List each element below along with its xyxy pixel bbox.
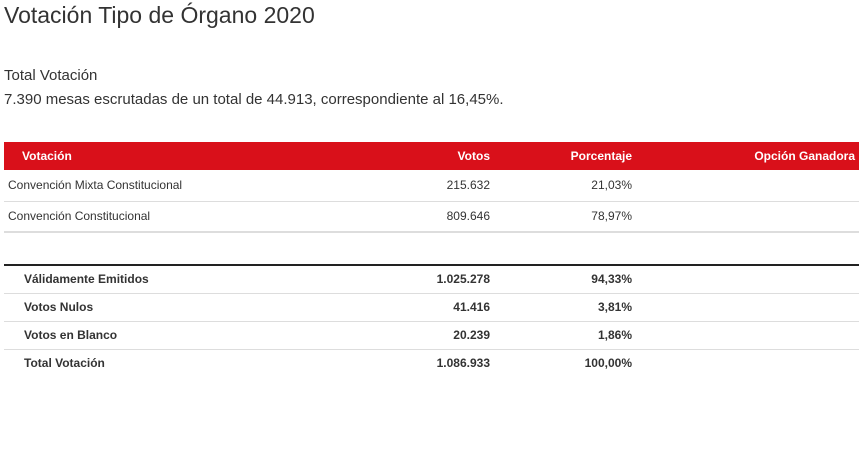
totals-row: Total Votación 1.086.933 100,00% (4, 349, 859, 377)
table-row: Convención Constitucional 809.646 78,97% (4, 201, 859, 232)
option-winner (636, 170, 859, 201)
scrutiny-summary: 7.390 mesas escrutadas de un total de 44… (4, 91, 504, 108)
table-row: Convención Mixta Constitucional 215.632 … (4, 170, 859, 201)
totals-votes: 1.086.933 (436, 356, 490, 371)
totals-empty-cell (636, 293, 859, 321)
option-percent: 78,97% (591, 209, 632, 224)
option-votes: 215.632 (446, 178, 490, 193)
option-label: Convención Constitucional (8, 209, 151, 224)
totals-percent: 1,86% (597, 328, 632, 342)
totals-label: Válidamente Emitidos (24, 272, 149, 287)
section-subtitle: Total Votación (4, 67, 98, 84)
results-table: Votación Votos Porcentaje Opción Ganador… (4, 142, 859, 233)
column-header-opcion-ganadora[interactable]: Opción Ganadora (754, 149, 855, 163)
totals-percent: 94,33% (591, 272, 632, 287)
totals-row: Válidamente Emitidos 1.025.278 94,33% (4, 265, 859, 293)
totals-table: Válidamente Emitidos 1.025.278 94,33% Vo… (4, 264, 859, 377)
totals-row: Votos en Blanco 20.239 1,86% (4, 321, 859, 349)
totals-row: Votos Nulos 41.416 3,81% (4, 293, 859, 321)
totals-label: Votos Nulos (24, 300, 94, 314)
totals-votes: 41.416 (453, 300, 490, 314)
option-winner (636, 201, 859, 232)
totals-empty-cell (636, 265, 859, 293)
totals-votes: 1.025.278 (436, 272, 490, 287)
option-votes: 809.646 (446, 209, 490, 224)
totals-empty-cell (636, 321, 859, 349)
totals-percent: 100,00% (584, 356, 632, 371)
option-label: Convención Mixta Constitucional (8, 178, 183, 193)
column-header-votos[interactable]: Votos (457, 149, 490, 163)
totals-percent: 3,81% (597, 300, 632, 314)
totals-label: Votos en Blanco (24, 328, 118, 342)
totals-votes: 20.239 (453, 328, 490, 342)
column-header-votacion[interactable]: Votación (22, 149, 72, 163)
totals-label: Total Votación (24, 356, 105, 371)
results-header-row: Votación Votos Porcentaje Opción Ganador… (4, 142, 859, 170)
option-percent: 21,03% (591, 178, 632, 193)
column-header-porcentaje[interactable]: Porcentaje (570, 149, 632, 163)
page-title: Votación Tipo de Órgano 2020 (4, 2, 315, 28)
totals-empty-cell (636, 349, 859, 377)
